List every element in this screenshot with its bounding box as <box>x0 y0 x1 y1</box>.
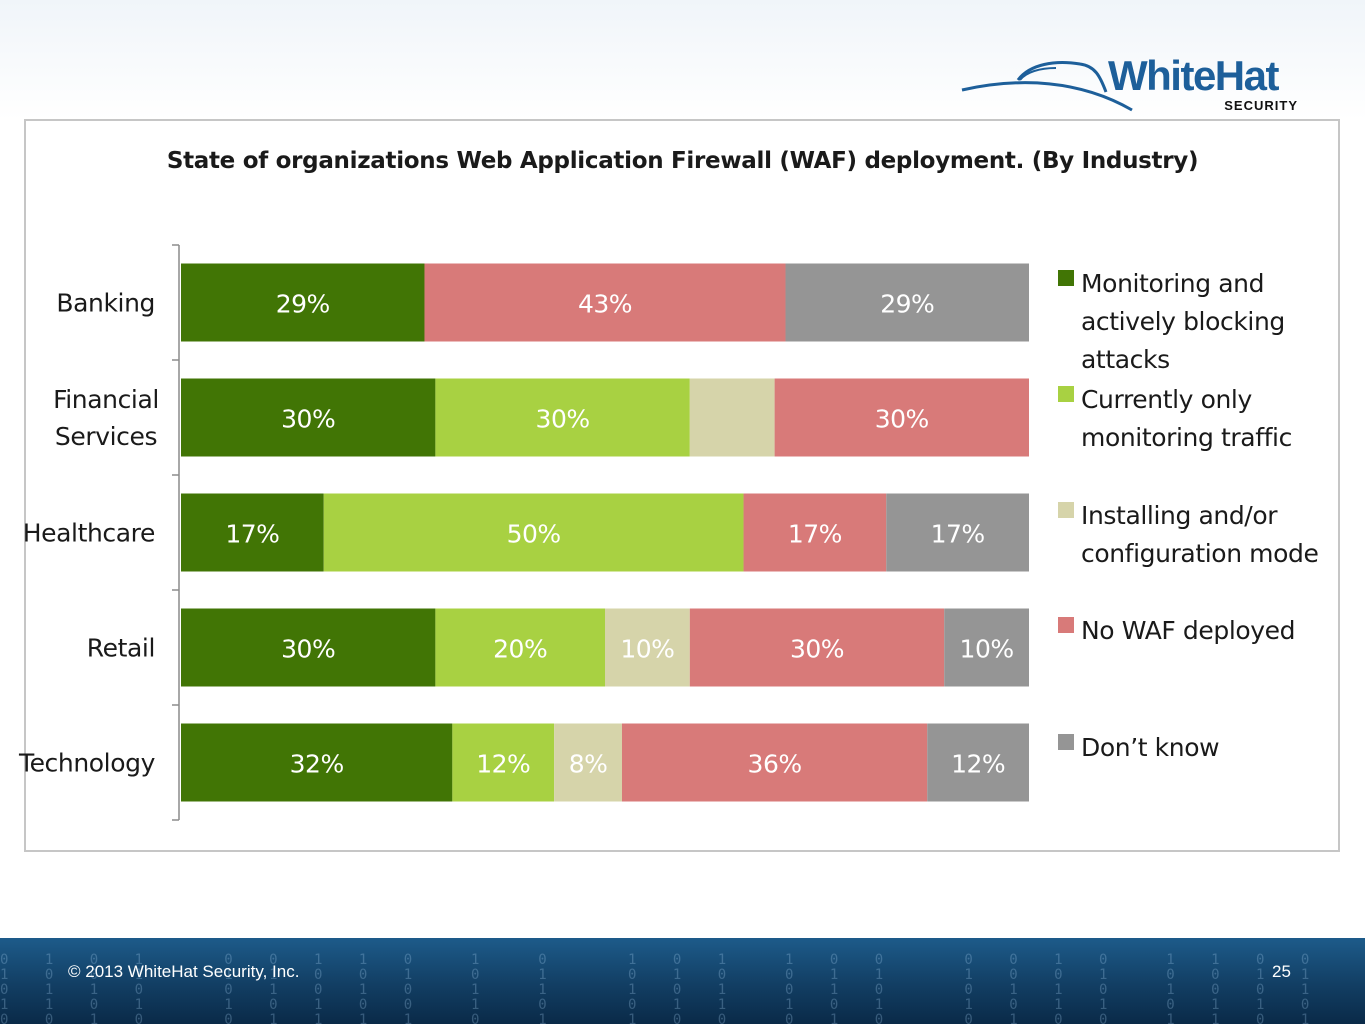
data-label: 32% <box>290 750 344 779</box>
copyright-text: © 2013 WhiteHat Security, Inc. <box>68 962 300 981</box>
legend-swatch <box>1058 270 1074 286</box>
binary-pattern-decoration: 0 1 0 1 0 0 1 1 0 1 0 1 0 1 1 0 0 0 0 1 … <box>0 952 1324 1024</box>
page-number: 25 <box>1272 962 1291 981</box>
bar-segment <box>944 608 1029 687</box>
bar-segment <box>774 378 1029 457</box>
logo-subtitle: SECURITY <box>1224 98 1298 113</box>
legend-label: No WAF deployed <box>1081 616 1296 645</box>
footer-bar: 0 1 0 1 0 0 1 1 0 1 0 1 0 1 1 0 0 0 0 1 … <box>0 938 1365 1024</box>
bar-segment <box>554 723 622 802</box>
legend-swatch <box>1058 502 1074 518</box>
data-label: 10% <box>620 635 674 664</box>
bar-segment <box>886 493 1029 572</box>
legend-label: Don’t know <box>1081 733 1220 762</box>
data-label: 50% <box>507 520 561 549</box>
data-label: 17% <box>931 520 985 549</box>
data-label: 29% <box>880 290 934 319</box>
bar-segment <box>181 723 453 802</box>
logo-swoosh <box>961 81 1133 112</box>
data-label: 12% <box>476 750 530 779</box>
category-label: Retail <box>87 634 155 663</box>
legend-swatch <box>1058 734 1074 750</box>
data-label: 29% <box>276 290 330 319</box>
whitehat-logo: WhiteHat SECURITY <box>961 52 1298 113</box>
bar-segment <box>689 608 945 687</box>
bar-segment <box>621 723 928 802</box>
data-label: 17% <box>225 520 279 549</box>
bar-segment <box>435 608 605 687</box>
category-label: Financial Services <box>53 385 159 451</box>
bar-segment <box>605 608 690 687</box>
category-label: Technology <box>18 749 156 778</box>
bar-segment <box>424 263 786 342</box>
bar-segment <box>452 723 555 802</box>
chart-legend: Monitoring and actively blocking attacks Cu… <box>1058 0 1358 1024</box>
data-label: 30% <box>281 405 335 434</box>
bar-segment <box>181 608 436 687</box>
bar-segment <box>323 493 744 572</box>
data-label: 10% <box>960 635 1014 664</box>
data-label: 20% <box>493 635 547 664</box>
bar-segment <box>181 493 324 572</box>
bar-segment <box>785 263 1029 342</box>
legend-swatch <box>1058 386 1074 402</box>
bar-segment <box>181 378 436 457</box>
logo-wordmark: WhiteHat <box>1108 52 1280 99</box>
bar-segment <box>181 263 425 342</box>
category-label: Healthcare <box>23 519 155 548</box>
logo-hat <box>1016 61 1108 93</box>
legend-label: Currently only monitoring traffic <box>1081 385 1292 452</box>
chart-title: State of organizations Web Application F… <box>166 148 1199 174</box>
legend-label: Installing and/or configuration mode <box>1081 501 1319 568</box>
legend-swatch <box>1058 617 1074 633</box>
data-label: 43% <box>578 290 632 319</box>
data-label: 17% <box>788 520 842 549</box>
bar-segment <box>435 378 690 457</box>
bar-segment <box>689 378 775 457</box>
data-label: 30% <box>875 405 929 434</box>
legend-label: Monitoring and actively blocking attacks <box>1081 269 1285 374</box>
data-label: 30% <box>536 405 590 434</box>
bar-segment <box>743 493 887 572</box>
data-label: 36% <box>748 750 802 779</box>
data-label: 30% <box>281 635 335 664</box>
data-label: 30% <box>790 635 844 664</box>
bar-segment <box>927 723 1029 802</box>
data-label: 12% <box>951 750 1005 779</box>
category-label: Banking <box>56 289 155 318</box>
data-label: 8% <box>569 750 608 779</box>
